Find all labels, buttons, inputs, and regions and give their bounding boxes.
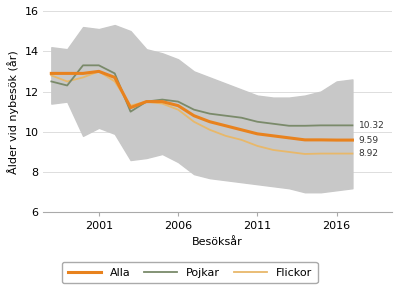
Text: 9.59: 9.59	[359, 136, 379, 145]
X-axis label: Besöksår: Besöksår	[192, 237, 243, 247]
Legend: Alla, Pojkar, Flickor: Alla, Pojkar, Flickor	[62, 262, 318, 283]
Text: 8.92: 8.92	[359, 149, 379, 158]
Text: 10.32: 10.32	[359, 121, 385, 130]
Y-axis label: Ålder vid nybesök (år): Ålder vid nybesök (år)	[7, 50, 19, 173]
